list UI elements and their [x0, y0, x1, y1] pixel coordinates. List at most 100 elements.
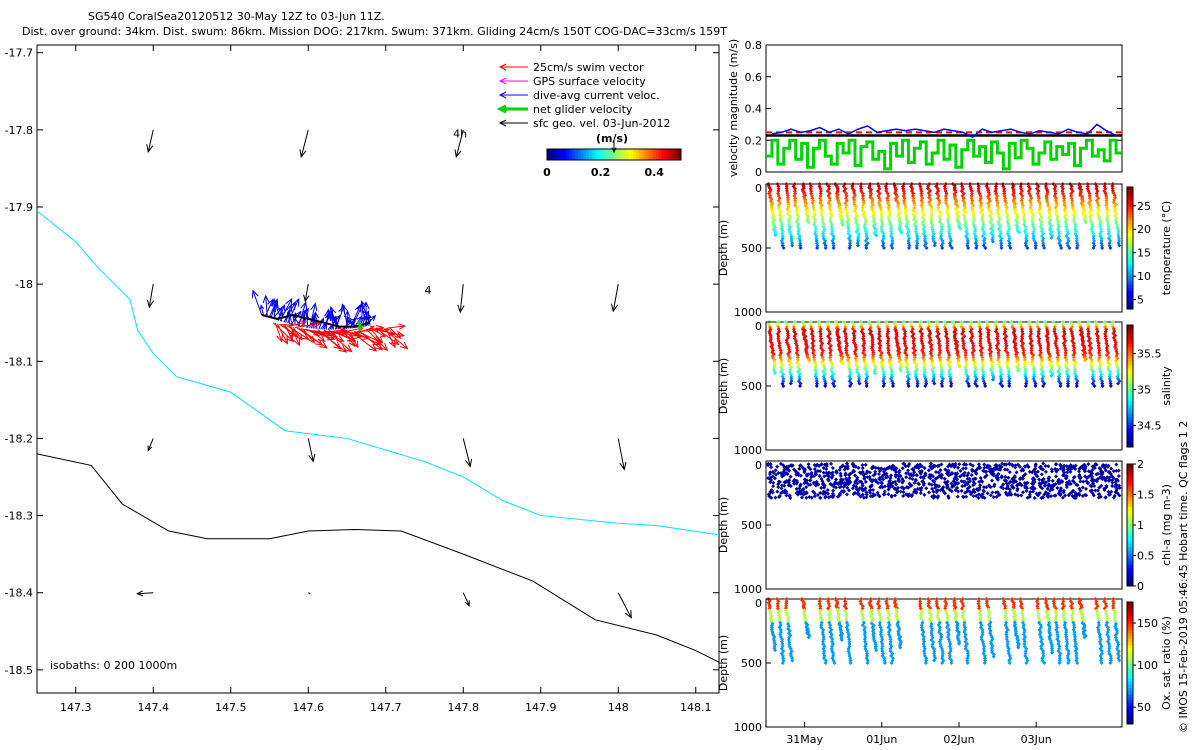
section-point: [898, 489, 903, 494]
section-point: [785, 188, 790, 193]
section-point: [1077, 474, 1082, 479]
section-point: [811, 480, 816, 485]
section-point: [929, 207, 934, 212]
section-point: [1052, 327, 1057, 332]
colorbar-label: salinity: [1160, 366, 1173, 406]
section-point: [1106, 224, 1111, 229]
section-point: [1039, 472, 1044, 477]
section-point: [1074, 651, 1079, 656]
section-point: [1071, 353, 1076, 358]
section-point: [814, 381, 819, 386]
section-point: [802, 490, 807, 495]
section-point: [1051, 599, 1056, 604]
colorbar-cell: [1127, 515, 1133, 520]
section-point: [930, 478, 935, 483]
section-point: [1061, 597, 1066, 601]
section-point: [912, 470, 917, 475]
section-point: [775, 464, 780, 469]
section-point: [952, 483, 957, 488]
section-point: [790, 241, 795, 246]
section-point: [885, 327, 890, 332]
section-point: [847, 488, 852, 493]
section-point: [1037, 490, 1042, 495]
section-point: [949, 661, 954, 665]
colorbar-cell: [1127, 370, 1133, 375]
colorbar-cell: [1127, 623, 1133, 627]
section-point: [919, 485, 924, 490]
section-point: [784, 610, 789, 615]
colorbar-cell: [552, 149, 556, 160]
section-point: [795, 360, 800, 365]
colorbar-cell: [1127, 266, 1133, 270]
section-point: [1035, 469, 1040, 474]
section-point: [964, 357, 969, 362]
section-point: [1065, 467, 1070, 472]
colorbar-cell: [1127, 229, 1133, 234]
section-point: [1003, 604, 1008, 609]
section-point: [1076, 469, 1081, 474]
section-point: [981, 369, 986, 374]
section-point: [830, 637, 835, 642]
colorbar-cell: [608, 149, 612, 160]
section-point: [782, 471, 787, 476]
colorbar-cell: [1127, 506, 1133, 511]
colorbar-tick-label: 0.2: [591, 166, 611, 179]
section-point: [960, 484, 965, 489]
section-point: [961, 346, 966, 351]
colorbar-cell: [1127, 672, 1133, 676]
swim-vector: [294, 320, 322, 329]
section-point: [933, 483, 938, 488]
colorbar-cell: [1127, 582, 1133, 587]
colorbar-cell: [1127, 500, 1133, 505]
colorbar-cell: [630, 149, 635, 160]
section-point: [1003, 338, 1008, 343]
section-point: [1091, 246, 1096, 250]
section-point: [850, 326, 855, 331]
colorbar-cell: [1127, 641, 1133, 646]
section-point: [904, 471, 909, 476]
swim-vector: [371, 330, 384, 344]
sfc-geo-velocity-arrow: [462, 438, 473, 468]
section-point: [965, 658, 970, 663]
section-point: [867, 470, 872, 475]
section-point: [1022, 355, 1027, 360]
section-point: [968, 336, 973, 341]
section-point: [981, 468, 986, 473]
section-point: [1104, 193, 1109, 198]
section-point: [1106, 357, 1111, 362]
section-point: [1054, 623, 1059, 628]
colorbar-cell: [1127, 491, 1133, 495]
section-point: [1039, 481, 1044, 486]
section-point: [961, 472, 966, 477]
glider-track: [261, 313, 371, 328]
section-point: [844, 346, 849, 351]
colorbar-tick-label: 20: [1137, 223, 1151, 236]
figure-subtitle: Dist. over ground: 34km. Dist. swum: 86k…: [22, 25, 727, 38]
section-point: [963, 210, 968, 215]
section-point: [1081, 479, 1086, 484]
section-point: [963, 480, 968, 485]
section-point: [826, 341, 831, 346]
section-point: [911, 196, 916, 201]
section-point: [880, 474, 885, 479]
section-point: [932, 381, 937, 386]
section-point: [844, 611, 849, 616]
section-point: [1114, 468, 1119, 473]
section-point: [881, 234, 886, 239]
section-point: [809, 474, 814, 479]
section-point: [1107, 644, 1112, 649]
section-point: [1108, 246, 1113, 250]
section-point: [1025, 480, 1030, 485]
section-point: [830, 374, 835, 379]
colorbar-cell: [1127, 567, 1133, 572]
section-point: [1099, 227, 1104, 232]
section-point: [1083, 464, 1088, 469]
section-point: [946, 222, 951, 227]
section-point: [798, 238, 803, 243]
section-point: [1115, 491, 1120, 496]
section-point: [886, 630, 891, 635]
section-point: [1097, 365, 1102, 370]
colorbar-cell: [1127, 579, 1133, 584]
section-point: [874, 648, 879, 653]
